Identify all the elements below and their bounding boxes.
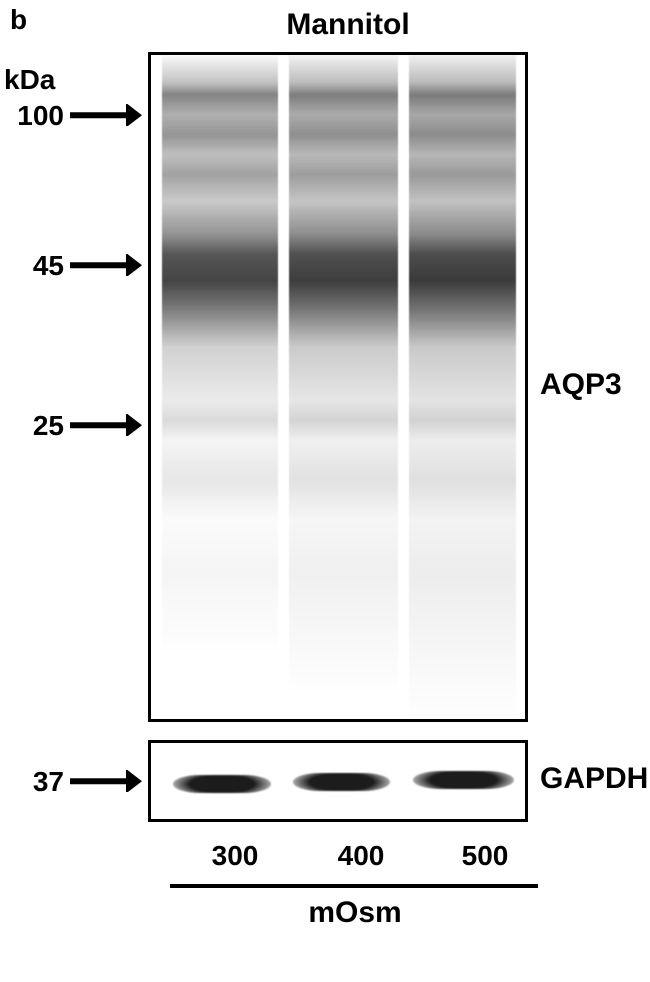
gapdh-band	[173, 775, 270, 793]
gapdh-band	[413, 771, 514, 789]
mosm-axis-line	[170, 884, 538, 888]
gapdh-blot	[148, 740, 528, 822]
panel-letter: b	[10, 4, 27, 36]
mosm-axis-label: mOsm	[280, 896, 430, 930]
lane-label: 400	[316, 840, 406, 872]
mw-label: 100	[0, 100, 64, 132]
protein-label: GAPDH	[540, 762, 648, 796]
protein-label: AQP3	[540, 368, 622, 402]
mw-label: 25	[0, 410, 64, 442]
aqp3-lane	[289, 55, 397, 719]
arrow-icon	[70, 770, 142, 792]
arrow-icon	[70, 254, 142, 276]
arrow-icon	[70, 104, 142, 126]
lane-label: 300	[190, 840, 280, 872]
aqp3-lane	[162, 55, 278, 719]
aqp3-lane	[409, 55, 516, 719]
arrow-icon	[70, 414, 142, 436]
gapdh-band	[293, 773, 390, 791]
aqp3-blot	[148, 52, 528, 722]
mw-label: 37	[0, 766, 64, 798]
lane-label: 500	[440, 840, 530, 872]
figure-title: Mannitol	[248, 8, 448, 42]
kda-header: kDa	[4, 64, 74, 96]
mw-label: 45	[0, 250, 64, 282]
